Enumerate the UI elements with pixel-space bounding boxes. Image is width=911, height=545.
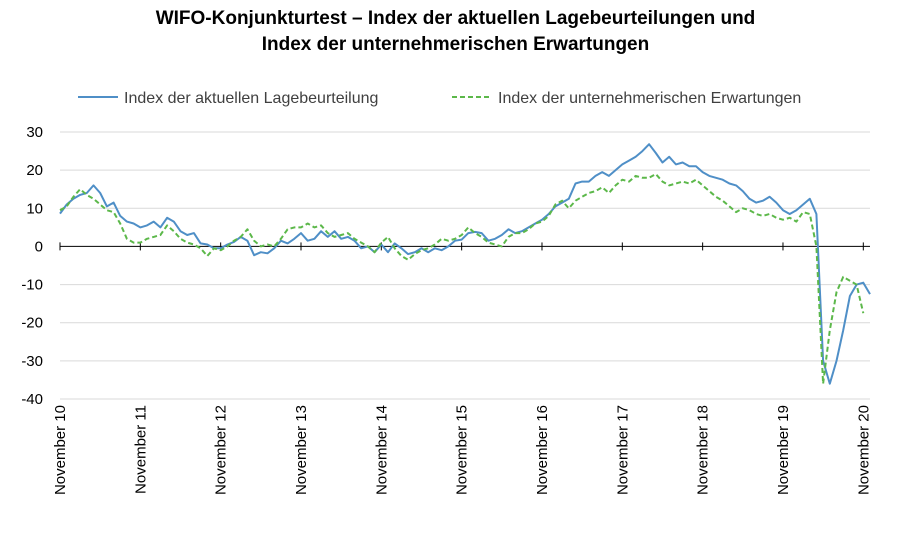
- x-tick-label: November 12: [213, 405, 230, 495]
- y-tick-label: -20: [21, 315, 43, 332]
- x-tick-label: November 10: [52, 405, 69, 495]
- legend-label-lagebeurteilung: Index der aktuellen Lagebeurteilung: [124, 90, 378, 107]
- y-tick-label: -30: [21, 353, 43, 370]
- axes: [59, 242, 870, 251]
- x-tick-label: November 16: [534, 405, 551, 495]
- x-tick-label: November 18: [695, 405, 712, 495]
- legend: Index der aktuellen Lagebeurteilung Inde…: [78, 90, 801, 107]
- x-tick-label: November 19: [775, 405, 792, 495]
- y-tick-label: 30: [26, 124, 43, 141]
- y-tick-label: 20: [26, 162, 43, 179]
- y-tick-label: -40: [21, 391, 43, 408]
- tick-labels: 30 20 10 0 -10 -20 -30 -40 November 10 November 1…: [21, 124, 872, 495]
- x-tick-label: November 15: [454, 405, 471, 495]
- series-line-erwartungen: [59, 173, 865, 385]
- series-line-lagebeurteilung: [59, 143, 871, 385]
- grid-lines: [60, 131, 870, 400]
- x-tick-label: November 17: [614, 405, 631, 495]
- chart-title-line-2: Index der unternehmerischen Erwartungen: [261, 34, 650, 55]
- y-tick-label: -10: [21, 277, 43, 294]
- x-tick-label: November 13: [293, 405, 310, 495]
- chart-title-line-1: WIFO-Konjunkturtest – Index der aktuelle…: [155, 8, 756, 29]
- series-lines: [59, 143, 871, 385]
- legend-label-erwartungen: Index der unternehmerischen Erwartungen: [498, 90, 801, 107]
- x-tick-label: November 11: [132, 405, 149, 494]
- y-tick-label: 0: [35, 238, 43, 255]
- x-tick-label: November 20: [855, 405, 872, 495]
- x-tick-label: November 14: [373, 405, 390, 495]
- y-tick-label: 10: [26, 200, 43, 217]
